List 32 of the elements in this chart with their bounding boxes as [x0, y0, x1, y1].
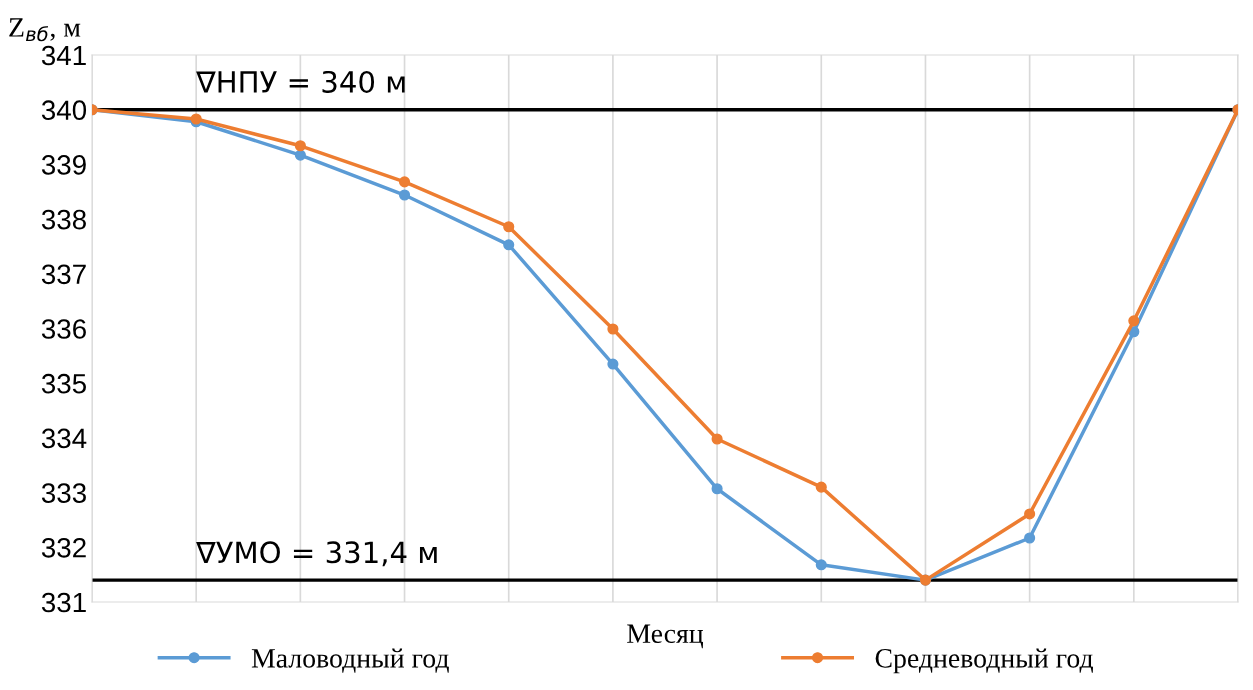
point — [815, 481, 827, 493]
point — [398, 189, 411, 201]
y-tick-label: 339 — [41, 155, 86, 175]
y-tick-label: 340 — [41, 100, 87, 121]
point — [1024, 508, 1036, 520]
point — [503, 221, 515, 233]
point — [503, 239, 515, 251]
ref-line-label: ∇УМО = 331,4 м — [196, 541, 437, 567]
legend-label: Средневодный год — [875, 648, 1093, 674]
point — [711, 433, 723, 445]
y-tick-label: 341 — [41, 45, 86, 66]
y-tick-label: 338 — [41, 209, 86, 230]
y-tick-label: 335 — [41, 373, 86, 394]
point — [607, 358, 619, 370]
point — [1128, 315, 1140, 327]
y-tick-label: 334 — [41, 428, 87, 449]
point — [815, 559, 827, 571]
point — [294, 140, 306, 152]
y-axis-title: Z$_{вб}$, м — [9, 18, 81, 42]
y-tick-label: 336 — [41, 319, 86, 339]
point — [398, 176, 411, 188]
legend-label: Маловодный год — [251, 648, 449, 673]
point — [607, 323, 619, 335]
ref-line-label: ∇НПУ = 340 м — [196, 70, 405, 93]
y-tick-label: 331 — [41, 592, 86, 613]
point — [1024, 532, 1036, 544]
x-axis-title: Месяц — [627, 624, 704, 649]
y-tick-label: 337 — [41, 264, 86, 285]
y-tick-label: 333 — [41, 483, 86, 503]
y-tick-label: 332 — [41, 537, 86, 558]
point — [711, 483, 723, 495]
point — [294, 149, 306, 161]
